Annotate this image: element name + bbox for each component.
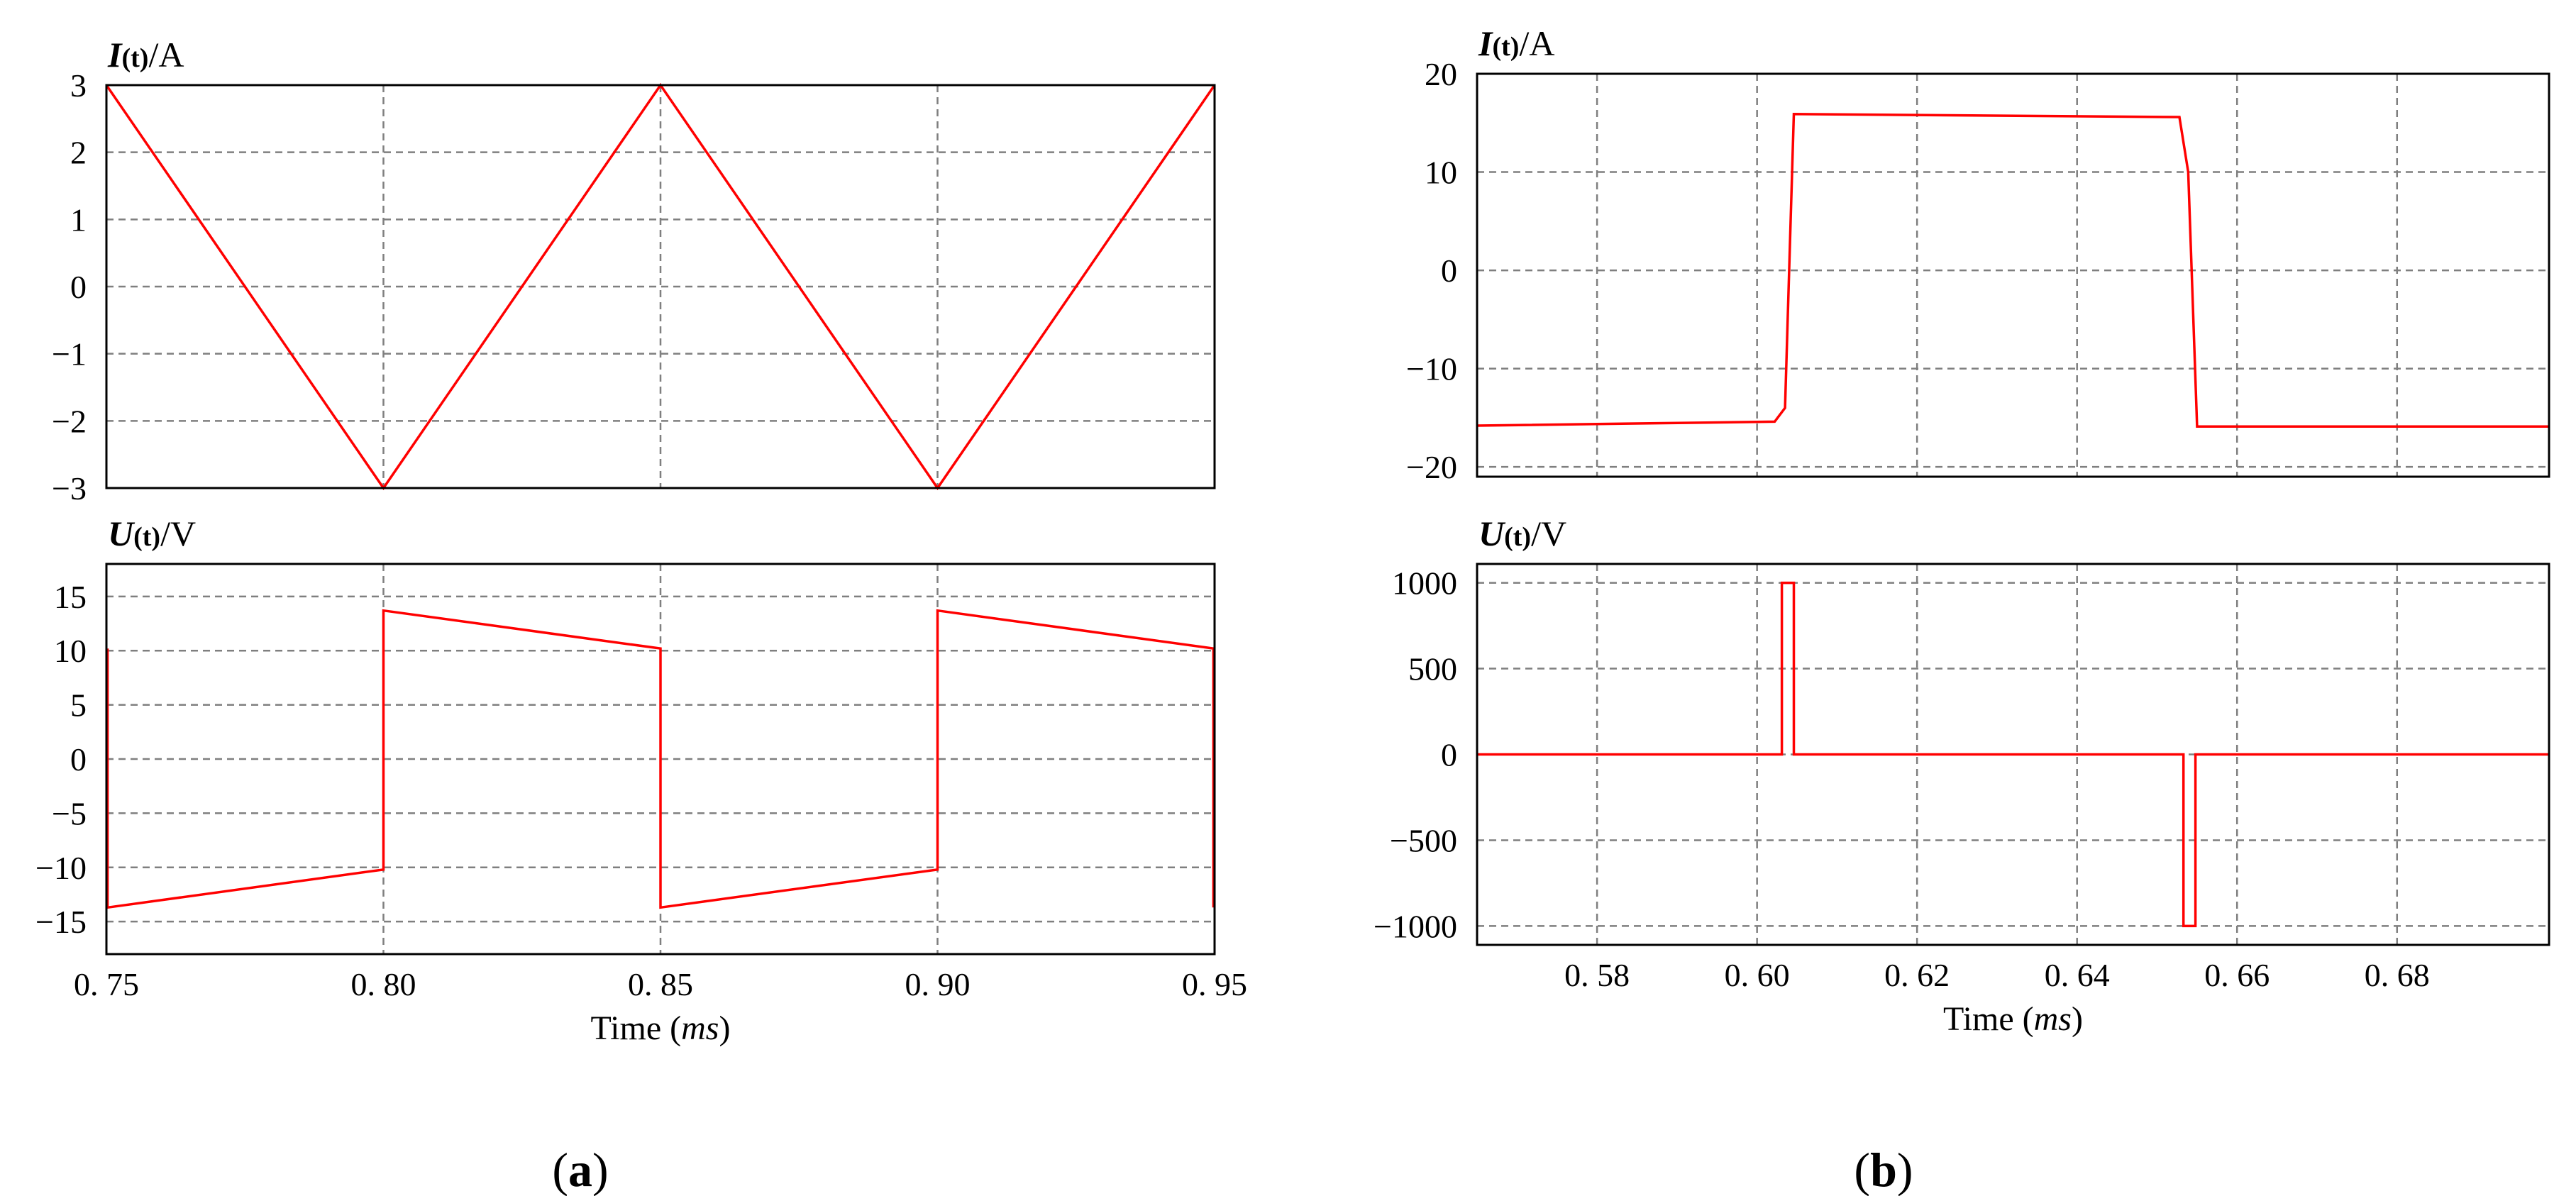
chart-a-current: 3 2 1 0 −1 −2 −3 I(t)/A (52, 35, 1216, 506)
y-axis-label: U(t)/V (108, 514, 196, 553)
y-tick-label: −10 (35, 850, 87, 886)
panel-b-letter: b (1870, 1143, 1897, 1196)
x-axis-label: Time (ms) (1943, 1000, 2083, 1038)
chart-b-voltage: 1000 500 0 −500 −1000 0. 58 0. 60 0. 62 0. 64 0. … (1373, 514, 2550, 1038)
y-axis-label-unit: /A (148, 35, 184, 74)
y-axis-label: U(t)/V (1478, 514, 1566, 553)
x-tick-label: 0. 62 (1884, 957, 1950, 993)
x-tick-label: 0. 75 (74, 966, 139, 1002)
series-line (1476, 113, 2549, 428)
x-axis-label-unit: ms (2034, 1000, 2072, 1038)
y-axis-label-variable: U (108, 514, 136, 553)
y-tick-label: −1000 (1373, 908, 1457, 944)
y-tick-label: 0 (70, 741, 87, 777)
y-tick-label: −1 (52, 336, 87, 372)
y-tick-label: −500 (1390, 822, 1457, 858)
plot-area (1477, 74, 2549, 477)
x-axis-label: Time (ms) (591, 1009, 731, 1047)
y-axis-label-subscript: (t) (1504, 522, 1531, 552)
x-axis-label-text: Time ( (1943, 1000, 2034, 1038)
x-tick-label: 0. 90 (905, 966, 971, 1002)
x-axis-label-text: Time ( (591, 1009, 682, 1047)
x-axis-label-close: ) (2072, 1000, 2083, 1038)
y-tick-label: −10 (1406, 351, 1457, 387)
y-axis-label-variable: U (1478, 514, 1506, 553)
plot-frame (105, 563, 1216, 956)
y-tick-label: 1 (70, 201, 87, 238)
y-tick-label: 500 (1408, 651, 1457, 687)
y-tick-label: 10 (1425, 155, 1457, 191)
y-tick-label: −2 (52, 403, 87, 439)
y-axis-label: I(t)/A (107, 35, 184, 74)
panel-b-label: (b) (1854, 1143, 1913, 1196)
plot-frame (1476, 563, 2550, 946)
y-tick-label: 0 (70, 269, 87, 305)
x-tick-label: 0. 95 (1182, 966, 1247, 1002)
x-tick-label: 0. 58 (1564, 957, 1630, 993)
y-tick-label: −3 (52, 470, 87, 506)
x-tick-label: 0. 85 (628, 966, 693, 1002)
chart-a-voltage: 15 10 5 0 −5 −10 −15 0. 75 0. 80 0. 85 0. 90 0. 95 T… (35, 514, 1247, 1047)
y-tick-label: −20 (1406, 449, 1457, 485)
plot-frame (1476, 72, 2550, 478)
y-tick-label: 3 (70, 67, 87, 104)
y-axis-label-subscript: (t) (121, 43, 148, 73)
x-tick-label: 0. 66 (2204, 957, 2270, 993)
y-tick-label: 5 (70, 687, 87, 724)
panel-a-letter: a (568, 1143, 592, 1196)
y-tick-label: −15 (35, 904, 87, 940)
x-tick-label: 0. 80 (351, 966, 416, 1002)
x-tick-label: 0. 60 (1725, 957, 1790, 993)
y-tick-label: 1000 (1392, 565, 1457, 602)
x-tick-label: 0. 64 (2045, 957, 2110, 993)
y-tick-label: 0 (1441, 253, 1457, 289)
x-tick-label: 0. 68 (2365, 957, 2430, 993)
y-tick-label: 10 (54, 633, 87, 669)
panel-a-label: (a) (552, 1143, 608, 1196)
y-axis-label-unit: /V (160, 514, 196, 553)
y-axis-label-unit: /V (1531, 514, 1566, 553)
plot-frame (105, 84, 1216, 489)
y-tick-label: 2 (70, 135, 87, 171)
series-line (1477, 581, 2549, 928)
x-axis-label-close: ) (719, 1009, 730, 1047)
y-tick-label: 0 (1441, 737, 1457, 773)
y-axis-label-subscript: (t) (133, 522, 160, 552)
y-axis-label-variable: I (107, 35, 123, 74)
y-axis-label-unit: /A (1519, 23, 1554, 63)
chart-b-current: 20 10 0 −10 −20 I(t)/A (1406, 23, 2550, 485)
y-tick-label: 20 (1425, 56, 1457, 92)
y-tick-label: −5 (52, 795, 87, 831)
y-tick-label: 15 (54, 579, 87, 615)
y-axis-label-subscript: (t) (1492, 32, 1519, 62)
x-axis-label-unit: ms (681, 1009, 719, 1047)
series-line (106, 609, 1215, 909)
y-axis-label-variable: I (1478, 23, 1493, 63)
y-axis-label: I(t)/A (1478, 23, 1554, 63)
